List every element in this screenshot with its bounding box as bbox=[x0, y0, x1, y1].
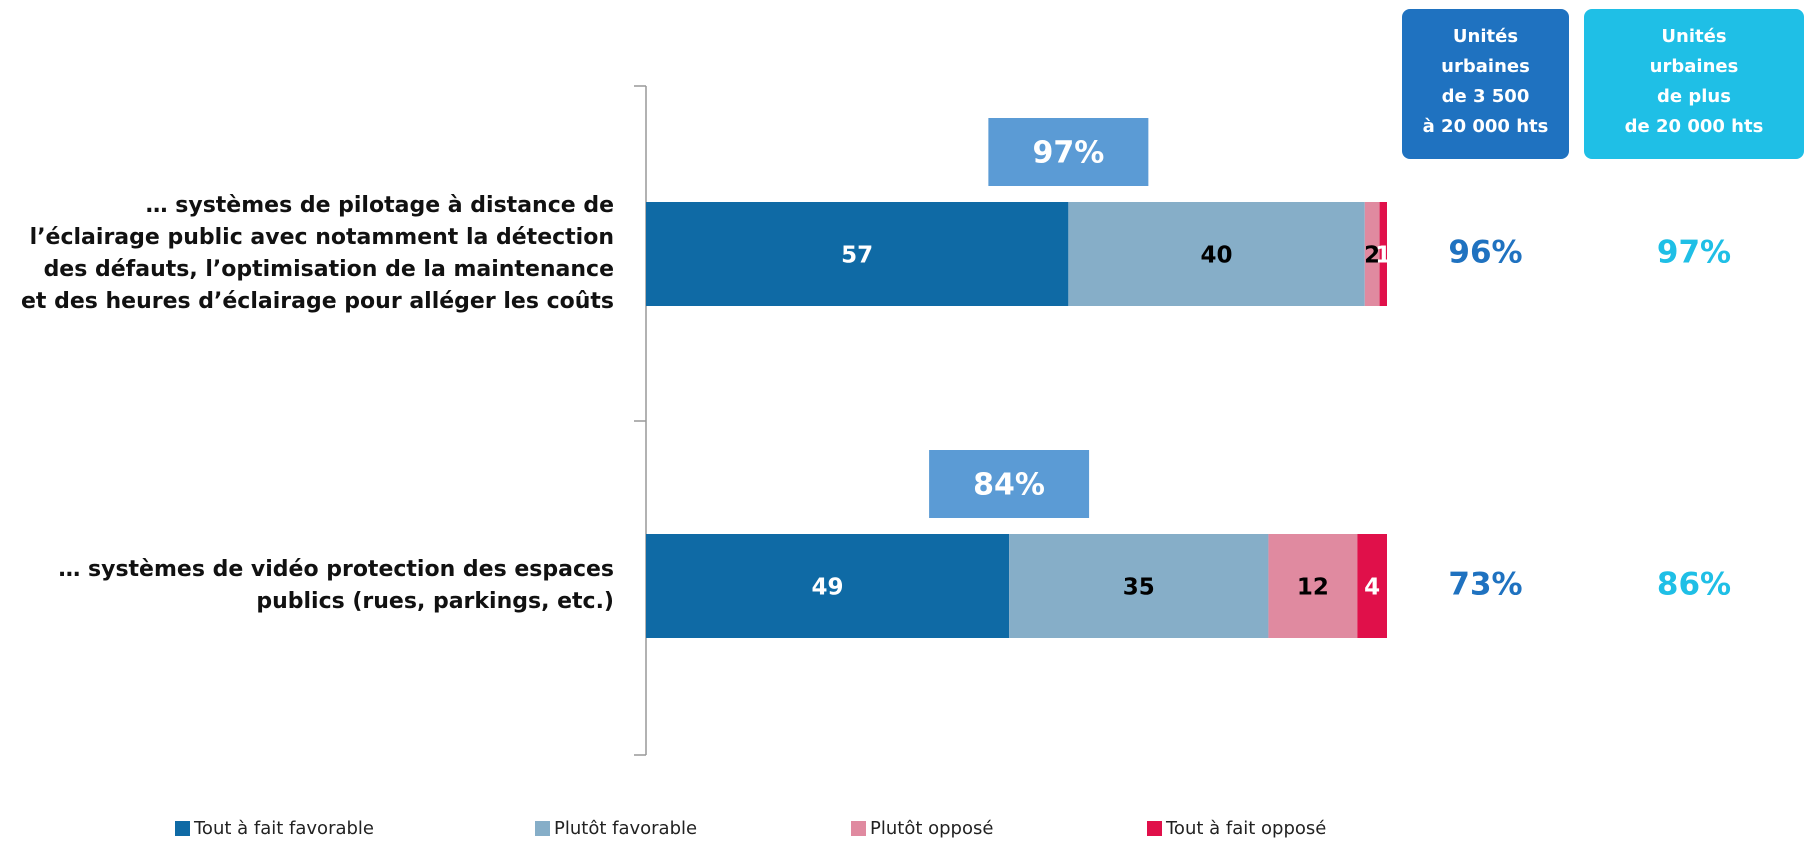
data-label: 2 bbox=[1364, 243, 1380, 269]
total-box bbox=[988, 118, 1149, 186]
column-header: Unités bbox=[1453, 26, 1518, 47]
category-label: … systèmes de pilotage à distance de l’é… bbox=[20, 193, 614, 314]
data-label: 57 bbox=[841, 243, 873, 269]
bar-segment bbox=[1009, 534, 1269, 638]
bar-segment bbox=[1357, 534, 1387, 638]
legend-swatch bbox=[851, 821, 866, 836]
column-header: urbaines bbox=[1441, 56, 1530, 77]
data-label: 40 bbox=[1201, 243, 1233, 269]
column-header-box bbox=[1402, 9, 1569, 159]
column-header-box bbox=[1584, 9, 1804, 159]
column-header: de 20 000 hts bbox=[1625, 116, 1764, 137]
bar-segment bbox=[1364, 202, 1380, 306]
legend-label: Plutôt favorable bbox=[554, 818, 697, 839]
bar-segment bbox=[1068, 202, 1365, 306]
bar-segment bbox=[646, 534, 1010, 638]
legend-swatch bbox=[1147, 821, 1162, 836]
column-header: de 3 500 bbox=[1442, 86, 1530, 107]
legend-swatch bbox=[535, 821, 550, 836]
total-label: 84% bbox=[973, 468, 1045, 503]
column-header: à 20 000 hts bbox=[1423, 116, 1549, 137]
legend-swatch bbox=[175, 821, 190, 836]
bar-segment bbox=[1268, 534, 1358, 638]
column-value: 73% bbox=[1448, 567, 1522, 603]
column-value: 97% bbox=[1657, 235, 1731, 271]
column-value: 96% bbox=[1448, 235, 1522, 271]
legend-label: Tout à fait favorable bbox=[193, 818, 374, 839]
legend-label: Tout à fait opposé bbox=[1165, 818, 1326, 839]
data-label: 49 bbox=[812, 575, 844, 601]
data-label: 4 bbox=[1364, 575, 1380, 601]
total-label: 97% bbox=[1032, 136, 1104, 171]
column-header: de plus bbox=[1657, 86, 1731, 107]
legend-label: Plutôt opposé bbox=[870, 818, 993, 839]
total-box bbox=[929, 450, 1090, 518]
column-value: 86% bbox=[1657, 567, 1731, 603]
bar-segment bbox=[1379, 202, 1387, 306]
data-label: 35 bbox=[1123, 575, 1155, 601]
data-label: 1 bbox=[1375, 243, 1391, 269]
bar-segment bbox=[646, 202, 1069, 306]
column-header: Unités bbox=[1661, 26, 1726, 47]
category-label: … systèmes de vidéo protection des espac… bbox=[58, 557, 614, 614]
column-header: urbaines bbox=[1650, 56, 1739, 77]
data-label: 12 bbox=[1297, 575, 1329, 601]
